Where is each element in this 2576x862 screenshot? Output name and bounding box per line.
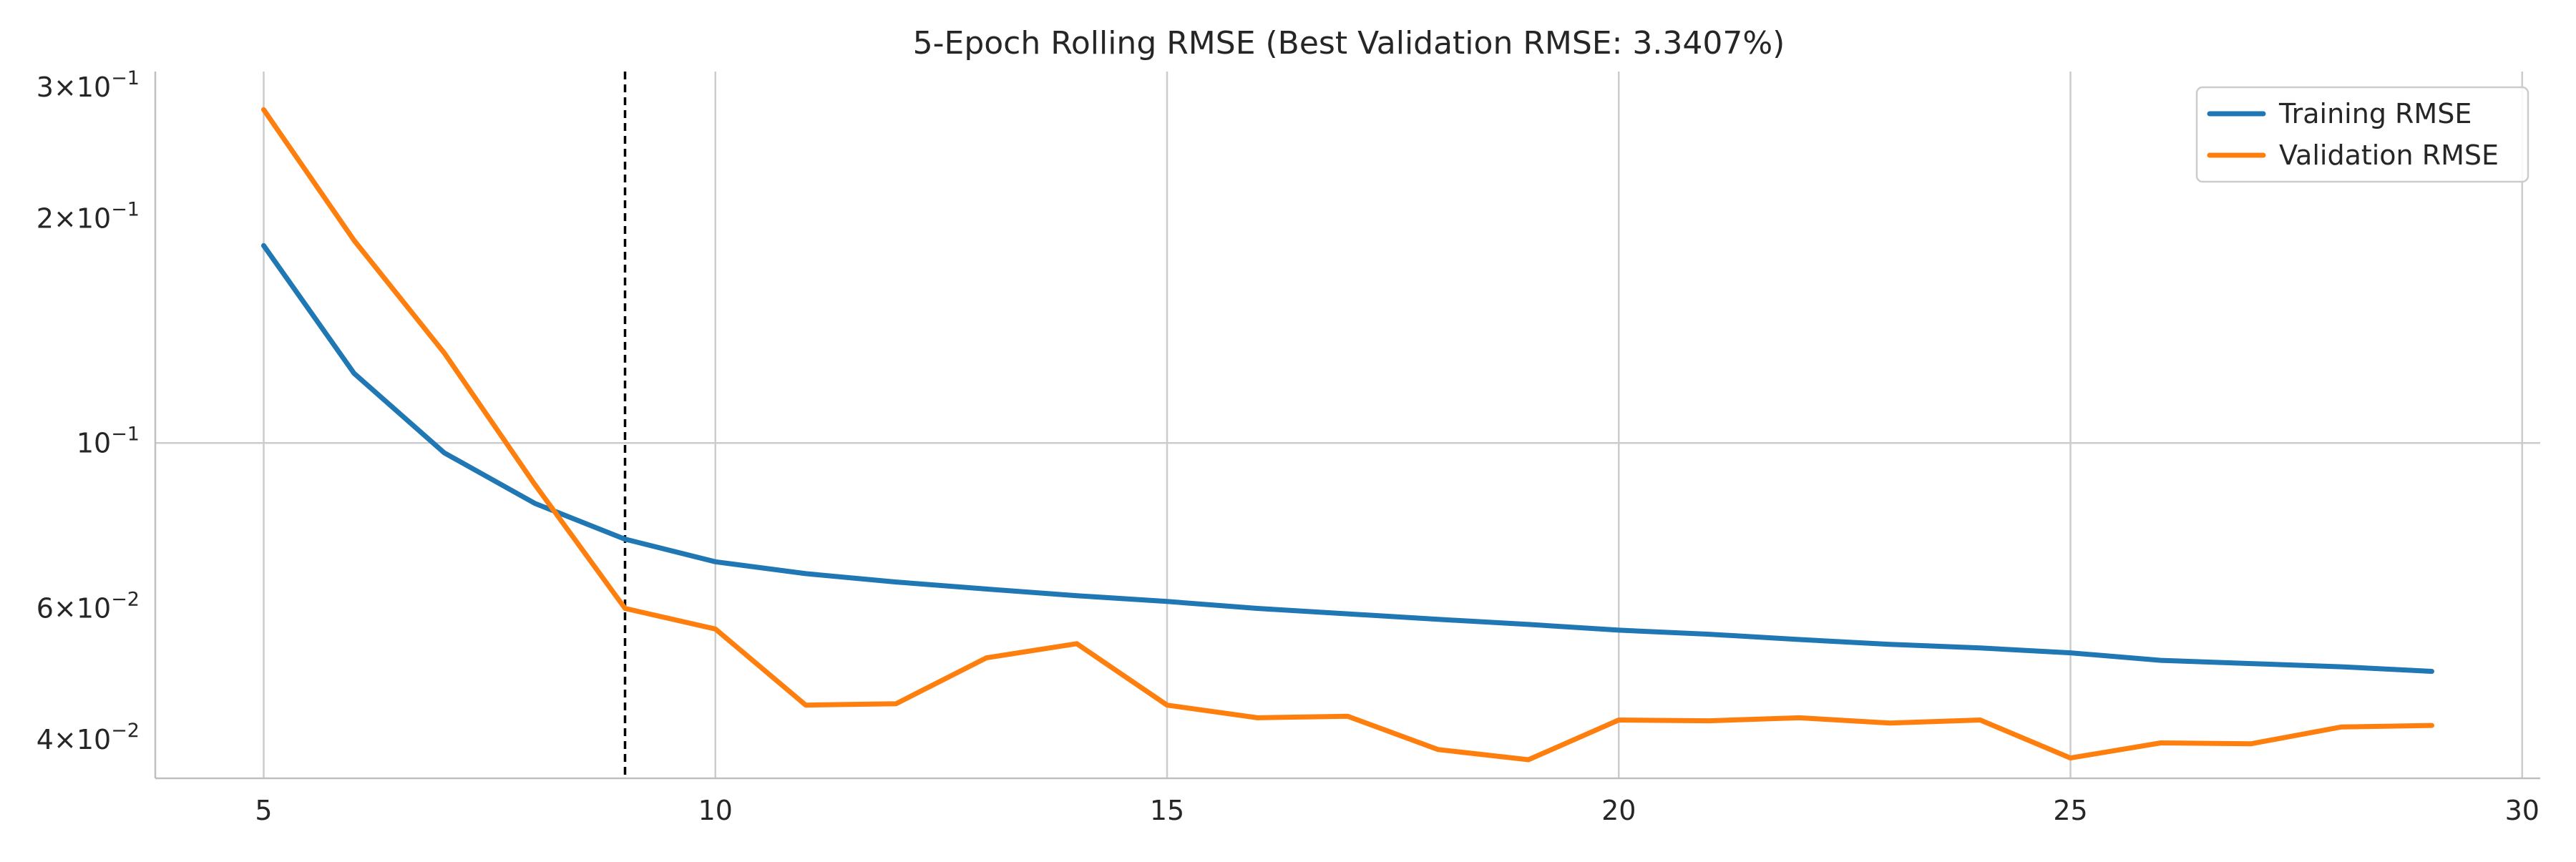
chart-title: 5-Epoch Rolling RMSE (Best Validation RM…	[913, 25, 1785, 62]
y-minor-tick-label: 6×10−2	[36, 588, 140, 624]
y-minor-tick-label: 2×10−1	[36, 199, 140, 235]
legend-label: Validation RMSE	[2279, 139, 2499, 171]
series-layer	[261, 107, 2434, 763]
y-tick-label: 10−1	[77, 423, 140, 459]
x-tick-label: 20	[1601, 795, 1636, 826]
x-tick-label: 30	[2505, 795, 2540, 826]
legend-label: Training RMSE	[2278, 98, 2472, 129]
y-minor-tick-label: 4×10−2	[36, 720, 140, 755]
legend-box	[2195, 86, 2529, 183]
y-minor-tick-label: 3×10−1	[36, 67, 140, 103]
series-line-training-rmse	[261, 243, 2434, 674]
legend: Training RMSE Validation RMSE	[2195, 86, 2529, 183]
grid-lines	[155, 72, 2540, 778]
series-line-validation-rmse	[261, 107, 2434, 763]
x-tick-label: 25	[2053, 795, 2087, 826]
axes	[154, 72, 2540, 780]
x-tick-label: 5	[255, 795, 272, 826]
x-tick-label: 10	[698, 795, 733, 826]
tick-labels: 5 10 15 20 25 30 10−1 4×10−2 6×10−2 2×10−1 3×10−1	[36, 67, 2540, 826]
x-tick-label: 15	[1150, 795, 1184, 826]
